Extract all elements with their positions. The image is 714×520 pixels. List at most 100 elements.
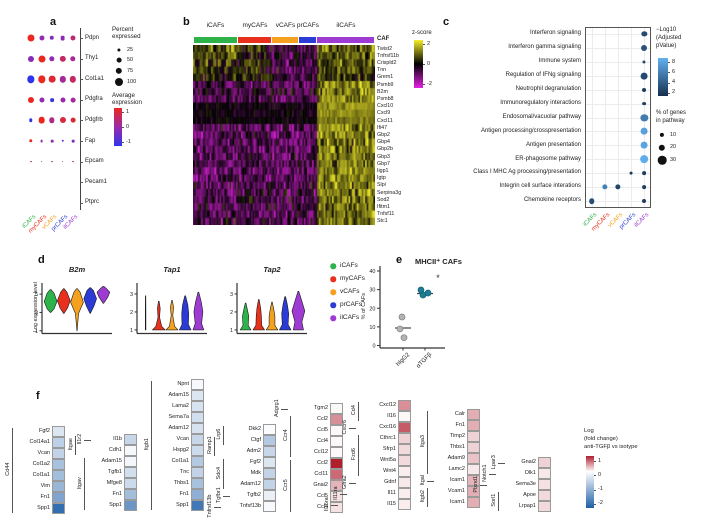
- f-legend-tick: [594, 489, 596, 491]
- d-legend-dot: [330, 315, 336, 321]
- d-legend-label: iCAFs: [340, 262, 358, 269]
- f-legend-tick: [594, 475, 596, 477]
- receptor-label: Itgae: [67, 438, 74, 451]
- lfc-cell: [52, 492, 65, 503]
- a-row-tick: [80, 202, 83, 204]
- receptor-label: Itgb2: [419, 490, 426, 503]
- heatmap-gene-label: Stc1: [377, 218, 388, 225]
- receptor-label: Plxnd1: [472, 475, 479, 493]
- lfc-cell: [191, 456, 204, 467]
- c-size-legend-value: 20: [670, 144, 677, 150]
- strip-gene-label: Il15: [387, 500, 396, 507]
- a-color-tick: [122, 142, 124, 143]
- a-row-tick: [80, 182, 83, 184]
- lfc-cell: [124, 445, 137, 456]
- receptor-label: Notch1: [481, 463, 488, 482]
- caf-group-band: [317, 37, 375, 43]
- strip-gene-label: Tgfb2: [246, 491, 261, 498]
- a-size-legend-value: 100: [127, 78, 137, 85]
- lfc-cell: [191, 478, 204, 489]
- svg-text:2: 2: [230, 310, 233, 316]
- c-pvalue-tick: [668, 72, 670, 74]
- lfc-cell: [191, 412, 204, 423]
- c-size-legend-dot: [659, 132, 665, 138]
- a-row-tick: [80, 58, 83, 60]
- gene-label: Pdgfrb: [85, 116, 103, 123]
- pathway-dot: [640, 113, 649, 122]
- d-legend-label: myCAFs: [340, 275, 365, 282]
- lfc-cell: [398, 422, 411, 433]
- lfc-cell: [52, 470, 65, 481]
- pathway-label: Class I MHC Ag processing/presentation: [473, 169, 581, 176]
- expression-dot: [70, 97, 76, 103]
- lfc-cell: [191, 434, 204, 445]
- strip-gene-label: Adam15: [168, 391, 190, 398]
- lfc-cell: [467, 420, 480, 431]
- pathway-label: Neutrophil degranulation: [515, 85, 581, 92]
- lfc-cell: [124, 489, 137, 500]
- strip-gene-label: Ccl4: [316, 437, 328, 444]
- lfc-cell: [467, 442, 480, 453]
- strip-gene-label: Lamc2: [448, 465, 465, 472]
- strip-gene-label: Gdnf: [384, 478, 396, 485]
- receptor-label: Il15ra: [323, 496, 330, 511]
- c-pvalue-legend-title: pValue): [656, 43, 677, 49]
- lfc-cell: [467, 475, 480, 486]
- expression-dot: [49, 35, 55, 41]
- lfc-cell: [52, 459, 65, 470]
- lfc-cell: [330, 469, 343, 480]
- lfc-cell: [398, 433, 411, 444]
- lfc-cell: [467, 431, 480, 442]
- f-legend-tick-label: -2: [598, 500, 603, 507]
- c-size-legend-title: % of genes: [656, 110, 687, 116]
- d-legend-label: ilCAFs: [340, 314, 360, 321]
- caf-group-label: ilCAFs: [336, 22, 356, 29]
- a-size-legend-dot: [115, 78, 123, 86]
- d-legend-label: prCAFs: [340, 301, 363, 308]
- strip-gene-label: Ccl5: [316, 426, 328, 433]
- expression-dot: [40, 160, 43, 163]
- a-color-legend-title: Average expression: [112, 92, 142, 106]
- receptor-label: Ccr4: [282, 429, 289, 441]
- strip-gene-label: Dkk2: [248, 425, 261, 432]
- receptor-label: Ccr5: [282, 478, 289, 491]
- receptor-label: Ramp1: [206, 436, 213, 455]
- strip-gene-label: Adam12: [168, 424, 190, 431]
- panel-b-letter: b: [183, 16, 190, 28]
- strip-gene-label: Cxcl16: [379, 423, 396, 430]
- f-legend-bar: [586, 456, 594, 508]
- a-row-tick: [80, 120, 83, 122]
- a-row-tick: [80, 161, 83, 163]
- receptor-connector: [340, 493, 347, 495]
- lfc-cell: [263, 424, 276, 435]
- strip-gene-label: Ccl4: [316, 503, 328, 510]
- a-color-tick: [122, 112, 124, 113]
- lfc-cell: [263, 435, 276, 446]
- strip-gene-label: Vim: [40, 482, 50, 489]
- pathway-dot: [640, 155, 649, 164]
- expression-dot: [59, 117, 66, 124]
- receptor-bracket: [427, 487, 428, 507]
- a-color-legend-bar: [114, 108, 122, 146]
- expression-dot: [38, 35, 45, 41]
- strip-gene-label: Timp2: [449, 432, 465, 439]
- strip-gene-label: Il1b: [113, 435, 122, 442]
- receptor-bracket: [358, 434, 359, 476]
- expression-dot: [27, 75, 35, 83]
- lfc-cell: [467, 409, 480, 420]
- violin-plot-title: Tap2: [263, 265, 281, 274]
- caf-group-band: [238, 37, 272, 43]
- strip-gene-label: Calr: [454, 410, 465, 417]
- expression-dot: [27, 96, 35, 103]
- a-y-axis: [80, 28, 81, 210]
- lfc-cell: [398, 477, 411, 488]
- lfc-cell: [263, 479, 276, 490]
- svg-text:30: 30: [369, 288, 375, 294]
- strip-gene-label: Dlk1: [524, 469, 536, 476]
- lfc-cell: [538, 490, 551, 501]
- caf-group-band: [193, 37, 238, 43]
- lfc-cell: [398, 488, 411, 499]
- svg-text:3: 3: [35, 310, 38, 316]
- lfc-cell: [398, 455, 411, 466]
- lfc-cell: [124, 456, 137, 467]
